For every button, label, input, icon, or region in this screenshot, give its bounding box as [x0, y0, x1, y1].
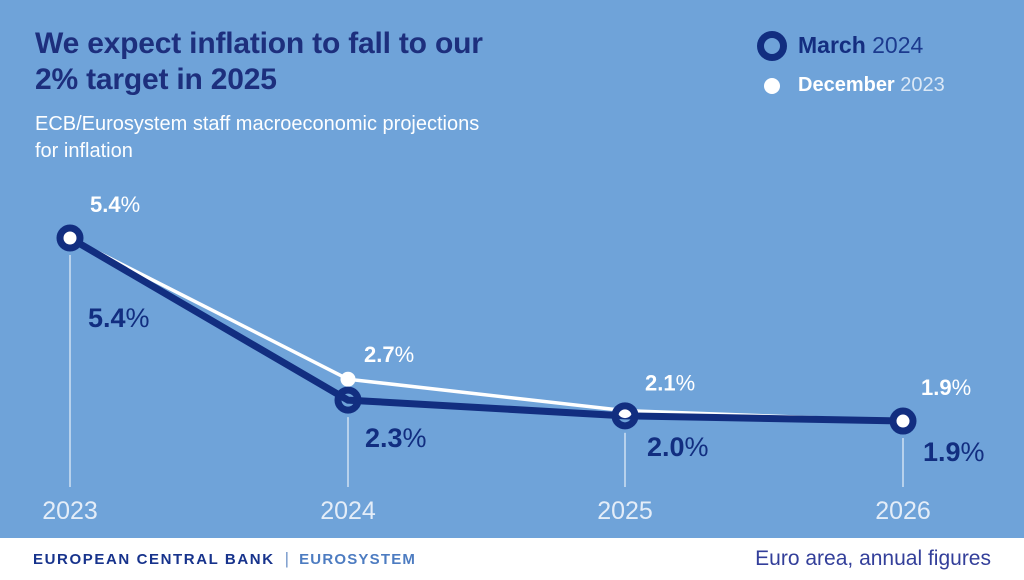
- value-label-march-2024-2024: 2.3%: [365, 423, 427, 453]
- december-2023-line: [69, 236, 904, 423]
- x-axis-label-2025: 2025: [597, 497, 653, 525]
- legend-label: December: [798, 74, 895, 96]
- value-label-december-2023-2025: 2.1%: [645, 371, 695, 396]
- brand-separator: |: [284, 549, 290, 568]
- march-2024-point-2023: [56, 224, 84, 252]
- legend-label: March: [798, 32, 866, 58]
- value-label-december-2023-2023: 5.4%: [90, 192, 140, 217]
- ecb-brand-text: EUROPEAN CENTRAL BANK: [33, 550, 275, 568]
- legend-year: 2024: [872, 32, 924, 58]
- eurosystem-text: EUROSYSTEM: [299, 550, 417, 568]
- subtitle-line-2: for inflation: [35, 140, 133, 162]
- legend-year: 2023: [900, 74, 945, 96]
- march-2024-point-2025: [611, 402, 639, 430]
- page-title: We expect inflation to fall to our 2% tar…: [35, 26, 483, 98]
- subtitle-line-1: ECB/Eurosystem staff macroeconomic proje…: [35, 113, 480, 135]
- footer-bar: EUROPEAN CENTRAL BANK | EUROSYSTEM Euro …: [0, 538, 1024, 580]
- title-line-1: We expect inflation to fall to our: [35, 27, 483, 60]
- legend: March 2024 December 2023: [756, 30, 945, 101]
- value-label-december-2023-2026: 1.9%: [921, 375, 971, 400]
- footer-note: Euro area, annual figures: [755, 547, 991, 570]
- x-axis-label-2023: 2023: [42, 497, 98, 525]
- march-2024-point-2024: [334, 386, 362, 414]
- title-line-2: 2% target in 2025: [35, 63, 277, 96]
- march-2024-line: [68, 234, 904, 425]
- december-2023-point-2026: [895, 413, 911, 429]
- chart-subtitle: ECB/Eurosystem staff macroeconomic proje…: [35, 111, 483, 165]
- white-dot-marker-icon: [763, 77, 780, 94]
- december-2023-point-2024: [340, 371, 356, 387]
- ecb-wordmark: EUROPEAN CENTRAL BANK | EUROSYSTEM: [33, 549, 416, 569]
- x-axis-label-2024: 2024: [320, 497, 376, 525]
- value-label-march-2024-2026: 1.9%: [923, 437, 985, 467]
- header: We expect inflation to fall to our 2% tar…: [35, 26, 483, 165]
- march-2024-point-2026: [889, 407, 917, 435]
- legend-item-march-2024: March 2024: [756, 30, 945, 61]
- x-axis-label-2026: 2026: [875, 497, 931, 525]
- value-label-december-2023-2024: 2.7%: [364, 342, 414, 367]
- navy-ring-marker-icon: [756, 30, 787, 61]
- legend-item-december-2023: December 2023: [756, 70, 945, 101]
- december-2023-point-2023: [62, 230, 78, 246]
- value-label-march-2024-2025: 2.0%: [647, 432, 709, 462]
- value-label-march-2024-2023: 5.4%: [88, 303, 150, 333]
